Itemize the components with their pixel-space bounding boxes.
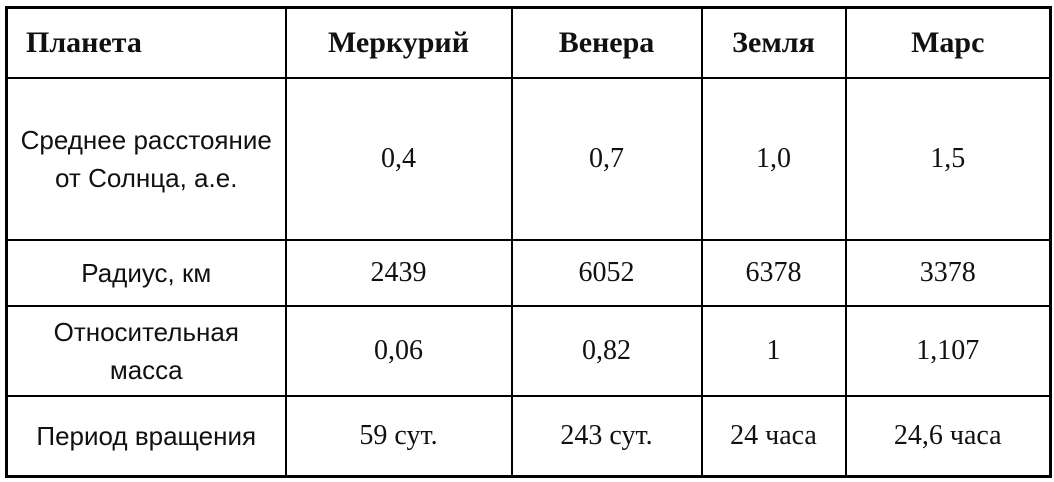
table-cell: 243 сут. <box>510 395 703 478</box>
planet-table: Планета Меркурий Венера Земля Марс Средн… <box>5 6 1052 478</box>
table-cell: 3378 <box>844 239 1052 307</box>
table-cell: 2439 <box>284 239 513 307</box>
table-row: Относительная масса 0,06 0,82 1 1,107 <box>5 305 1052 397</box>
table-cell: 0,7 <box>510 77 703 241</box>
table-cell: 0,82 <box>510 305 703 397</box>
table-cell: 1,0 <box>700 77 847 241</box>
table-cell: 0,4 <box>284 77 513 241</box>
header-cell: Меркурий <box>284 6 513 79</box>
table-cell: 6378 <box>700 239 847 307</box>
row-label: Среднее расстояние от Солнца, а.е. <box>5 77 287 241</box>
row-label: Относительная масса <box>5 305 287 397</box>
table-cell: 59 сут. <box>284 395 513 478</box>
table-cell: 24 часа <box>700 395 847 478</box>
table-body: Среднее расстояние от Солнца, а.е. 0,4 0,7… <box>5 77 1052 478</box>
header-row: Планета Меркурий Венера Земля Марс <box>5 6 1052 79</box>
table-row: Радиус, км 2439 6052 6378 3378 <box>5 239 1052 307</box>
table-cell: 1 <box>700 305 847 397</box>
table-cell: 0,06 <box>284 305 513 397</box>
header-cell: Венера <box>510 6 703 79</box>
table-cell: 1,107 <box>844 305 1052 397</box>
row-label: Период вращения <box>5 395 287 478</box>
header-cell: Планета <box>5 6 287 79</box>
row-label: Радиус, км <box>5 239 287 307</box>
header-cell: Марс <box>844 6 1052 79</box>
table-row: Среднее расстояние от Солнца, а.е. 0,4 0,7… <box>5 77 1052 241</box>
table-cell: 1,5 <box>844 77 1052 241</box>
table-cell: 24,6 часа <box>844 395 1052 478</box>
header-cell: Земля <box>700 6 847 79</box>
table-cell: 6052 <box>510 239 703 307</box>
table-row: Период вращения 59 сут. 243 сут. 24 часа 24,… <box>5 395 1052 478</box>
